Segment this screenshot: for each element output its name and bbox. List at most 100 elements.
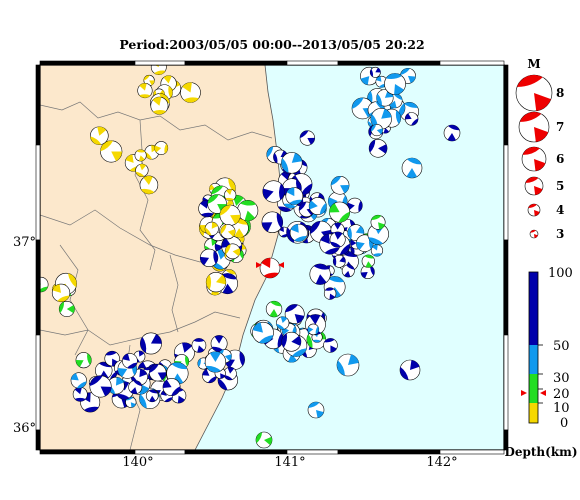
focal-mechanism-217 [162,378,181,397]
focal-mechanism-6 [137,82,153,99]
focal-mechanism-142 [329,231,346,248]
focal-mechanism-105 [285,187,304,205]
focal-mechanism-247 [307,323,320,336]
focal-mechanism-65 [199,248,219,268]
magnitude-symbol-7 [518,111,550,143]
focal-mechanism-75 [204,221,219,236]
focal-mechanism-236 [284,304,305,324]
focal-mechanism-11 [100,140,123,163]
focal-mechanism-201 [104,350,120,367]
focal-mechanism-213 [128,380,143,395]
magnitude-label-5: 5 [556,179,564,193]
focal-mechanism-130 [341,264,355,278]
focal-mechanism-207 [107,376,125,395]
focal-mechanism-269 [336,353,360,377]
focal-mechanism-156 [369,66,381,78]
magnitude-symbol-5 [524,176,544,196]
lat-axis: 37° 36° [13,235,36,436]
focal-mechanism-76 [220,224,236,240]
depth-tick-label-0: 0 [560,416,568,431]
lon-tick-label-141: 141° [274,455,305,470]
highlighted-focal-mechanism [256,257,284,279]
magnitude-label-8: 8 [556,86,564,100]
focal-mechanism-172 [370,123,383,137]
focal-mechanism-136 [289,223,308,242]
depth-band-30-50 [529,345,538,374]
depth-tick-label-20: 20 [553,387,570,402]
focal-mechanism-74 [219,204,241,226]
focal-mechanism-210 [149,363,167,382]
focal-mechanism-59 [224,188,237,202]
map-frame [35,60,509,455]
focal-mechanism-77 [224,243,241,260]
depth-band-50-100 [529,272,538,345]
focal-mechanism-166 [376,89,394,107]
focal-mechanism-254 [210,335,228,352]
depth-band-10-30 [529,374,538,403]
focal-mechanism-245 [252,321,274,344]
depth-tick-label-30: 30 [553,371,570,386]
focal-mechanism-246 [281,331,302,352]
focal-mechanism-206 [70,372,87,389]
focal-mechanism-214 [145,389,159,403]
depth-band-0-10 [529,403,538,423]
focal-mechanism-14 [134,149,147,162]
focal-mechanism-143 [329,201,351,223]
focal-mechanism-268 [399,359,421,381]
focal-mechanism-2 [143,74,155,87]
focal-mechanism-259 [204,351,227,373]
focal-mechanism-125 [361,254,375,268]
focal-mechanism-185 [72,386,88,402]
focal-mechanism-171 [384,73,406,95]
focal-mechanism-271 [255,431,273,449]
depth-tick-label-100: 100 [548,266,573,281]
depth-scale-title: Depth(km) [504,445,577,459]
focal-mechanism-13 [154,141,169,155]
focal-mechanism-243 [276,316,290,330]
focal-mechanism-15 [135,163,149,177]
depth-marker-left-triangle [521,390,527,396]
lon-tick-label-140: 140° [122,455,153,470]
magnitude-legend-heading: M [527,57,540,71]
focal-mechanism-192 [125,396,137,408]
focal-mechanism-67 [207,194,227,214]
depth-tick-marks [538,344,543,404]
magnitude-symbol-6 [521,146,547,172]
focal-mechanism-100 [261,211,284,233]
focal-mechanism-150 [368,139,388,158]
focal-mechanism-196 [140,332,162,355]
focal-mechanism-178 [75,352,92,369]
map-panel [35,60,509,455]
lon-tick-label-142: 142° [426,455,457,470]
depth-scale-border [528,271,539,424]
focal-mechanism-103 [262,180,285,203]
focal-mechanisms [40,65,461,449]
magnitude-label-7: 7 [556,120,564,134]
focal-mechanism-17 [139,175,159,195]
focal-mechanism-267 [401,157,423,179]
map-title: Period:2003/05/05 00:00--2013/05/05 20:2… [119,37,425,52]
focal-mechanism-240 [323,338,338,353]
magnitude-label-6: 6 [556,152,564,166]
magnitude-legend: M 8 7 6 5 4 3 [515,57,564,241]
depth-scale: 100 50 30 20 10 0 Depth(km) [504,266,577,459]
focal-mechanism-252 [223,366,237,381]
focal-mechanism-9 [150,96,169,115]
magnitude-symbol-3 [529,229,539,239]
depth-tick-label-50: 50 [553,339,570,354]
focal-mechanism-128 [323,287,337,300]
focal-mechanism-215 [122,353,138,369]
magnitude-label-4: 4 [556,203,564,217]
magnitude-symbol-4 [527,203,541,217]
focal-mechanism-265 [51,283,71,303]
lat-tick-label-36: 36° [13,421,36,436]
focal-mechanism-225 [265,300,283,318]
focal-mechanism-262 [58,301,75,317]
focal-mechanism-163 [404,112,419,126]
focal-mechanism-4 [180,82,201,103]
focal-mechanism-212 [89,375,112,398]
focal-mechanism-68 [237,200,259,222]
magnitude-label-3: 3 [556,227,564,241]
depth-tick-label-10: 10 [553,401,570,416]
